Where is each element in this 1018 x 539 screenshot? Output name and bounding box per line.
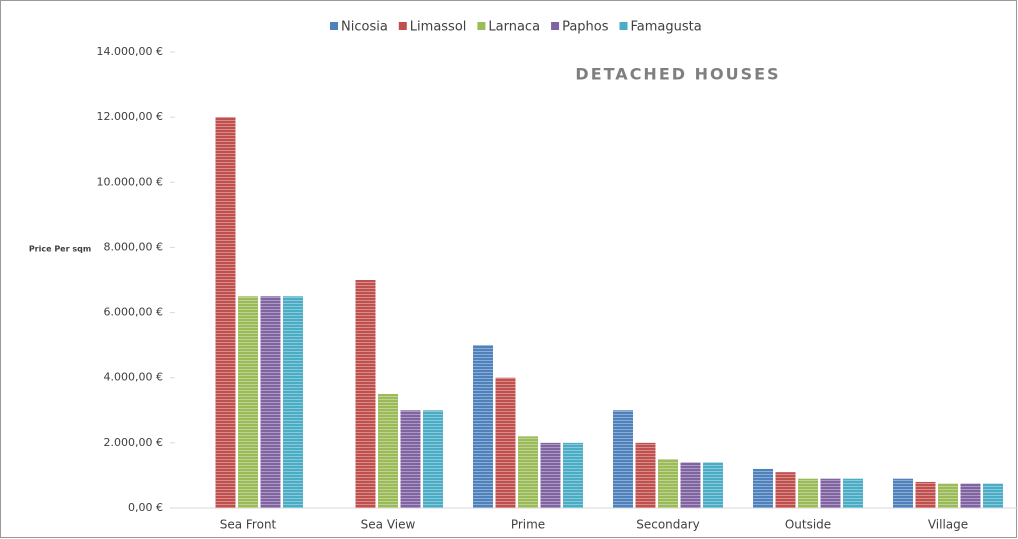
bar — [400, 410, 421, 508]
bar — [378, 394, 398, 508]
bar — [283, 296, 303, 508]
bar — [938, 483, 958, 508]
legend-label: Larnaca — [488, 20, 540, 35]
legend-label: Limassol — [410, 20, 467, 35]
legend-swatch — [551, 22, 560, 30]
bar — [423, 410, 443, 508]
y-tick-label: 14.000,00 € — [97, 45, 163, 58]
bar — [960, 483, 981, 508]
bar — [753, 468, 773, 508]
legend-label: Paphos — [562, 20, 609, 35]
legend-label: Nicosia — [341, 20, 388, 35]
x-tick-label: Outside — [785, 518, 831, 532]
bar — [215, 117, 236, 509]
x-tick-label: Secondary — [636, 518, 700, 532]
bar — [983, 483, 1003, 508]
y-axis-label: Price Per sqm — [29, 245, 91, 254]
y-tick-label: 8.000,00 € — [104, 240, 163, 253]
legend-swatch — [330, 22, 338, 30]
y-tick-label: 4.000,00 € — [104, 371, 163, 384]
legend-label: Famagusta — [631, 20, 702, 35]
x-tick-label: Prime — [511, 518, 545, 532]
bar — [495, 377, 516, 508]
bar — [260, 296, 281, 508]
bar — [775, 472, 796, 508]
bar — [893, 478, 913, 508]
bar — [635, 442, 656, 508]
x-tick-label: Sea Front — [220, 518, 277, 532]
bar — [798, 478, 818, 508]
bar — [518, 436, 538, 508]
bar — [680, 462, 701, 508]
legend-swatch — [477, 22, 486, 30]
legend-swatch — [619, 22, 628, 30]
x-tick-label: Sea View — [361, 518, 416, 532]
y-tick-label: 10.000,00 € — [97, 175, 163, 188]
bar — [703, 462, 723, 508]
chart-title: DETACHED HOUSES — [575, 65, 780, 84]
bar — [658, 459, 678, 508]
y-tick-label: 0,00 € — [128, 501, 163, 514]
bar — [473, 345, 493, 508]
bar — [540, 442, 561, 508]
bar — [238, 296, 258, 508]
bar — [843, 478, 863, 508]
legend-swatch — [398, 22, 407, 30]
bar — [563, 442, 583, 508]
bar — [820, 478, 841, 508]
bar — [915, 481, 936, 508]
x-tick-label: Village — [928, 518, 968, 532]
y-tick-label: 12.000,00 € — [97, 110, 163, 123]
bar — [613, 410, 633, 508]
bar — [355, 280, 376, 508]
y-tick-label: 2.000,00 € — [104, 436, 163, 449]
y-tick-label: 6.000,00 € — [104, 306, 163, 319]
